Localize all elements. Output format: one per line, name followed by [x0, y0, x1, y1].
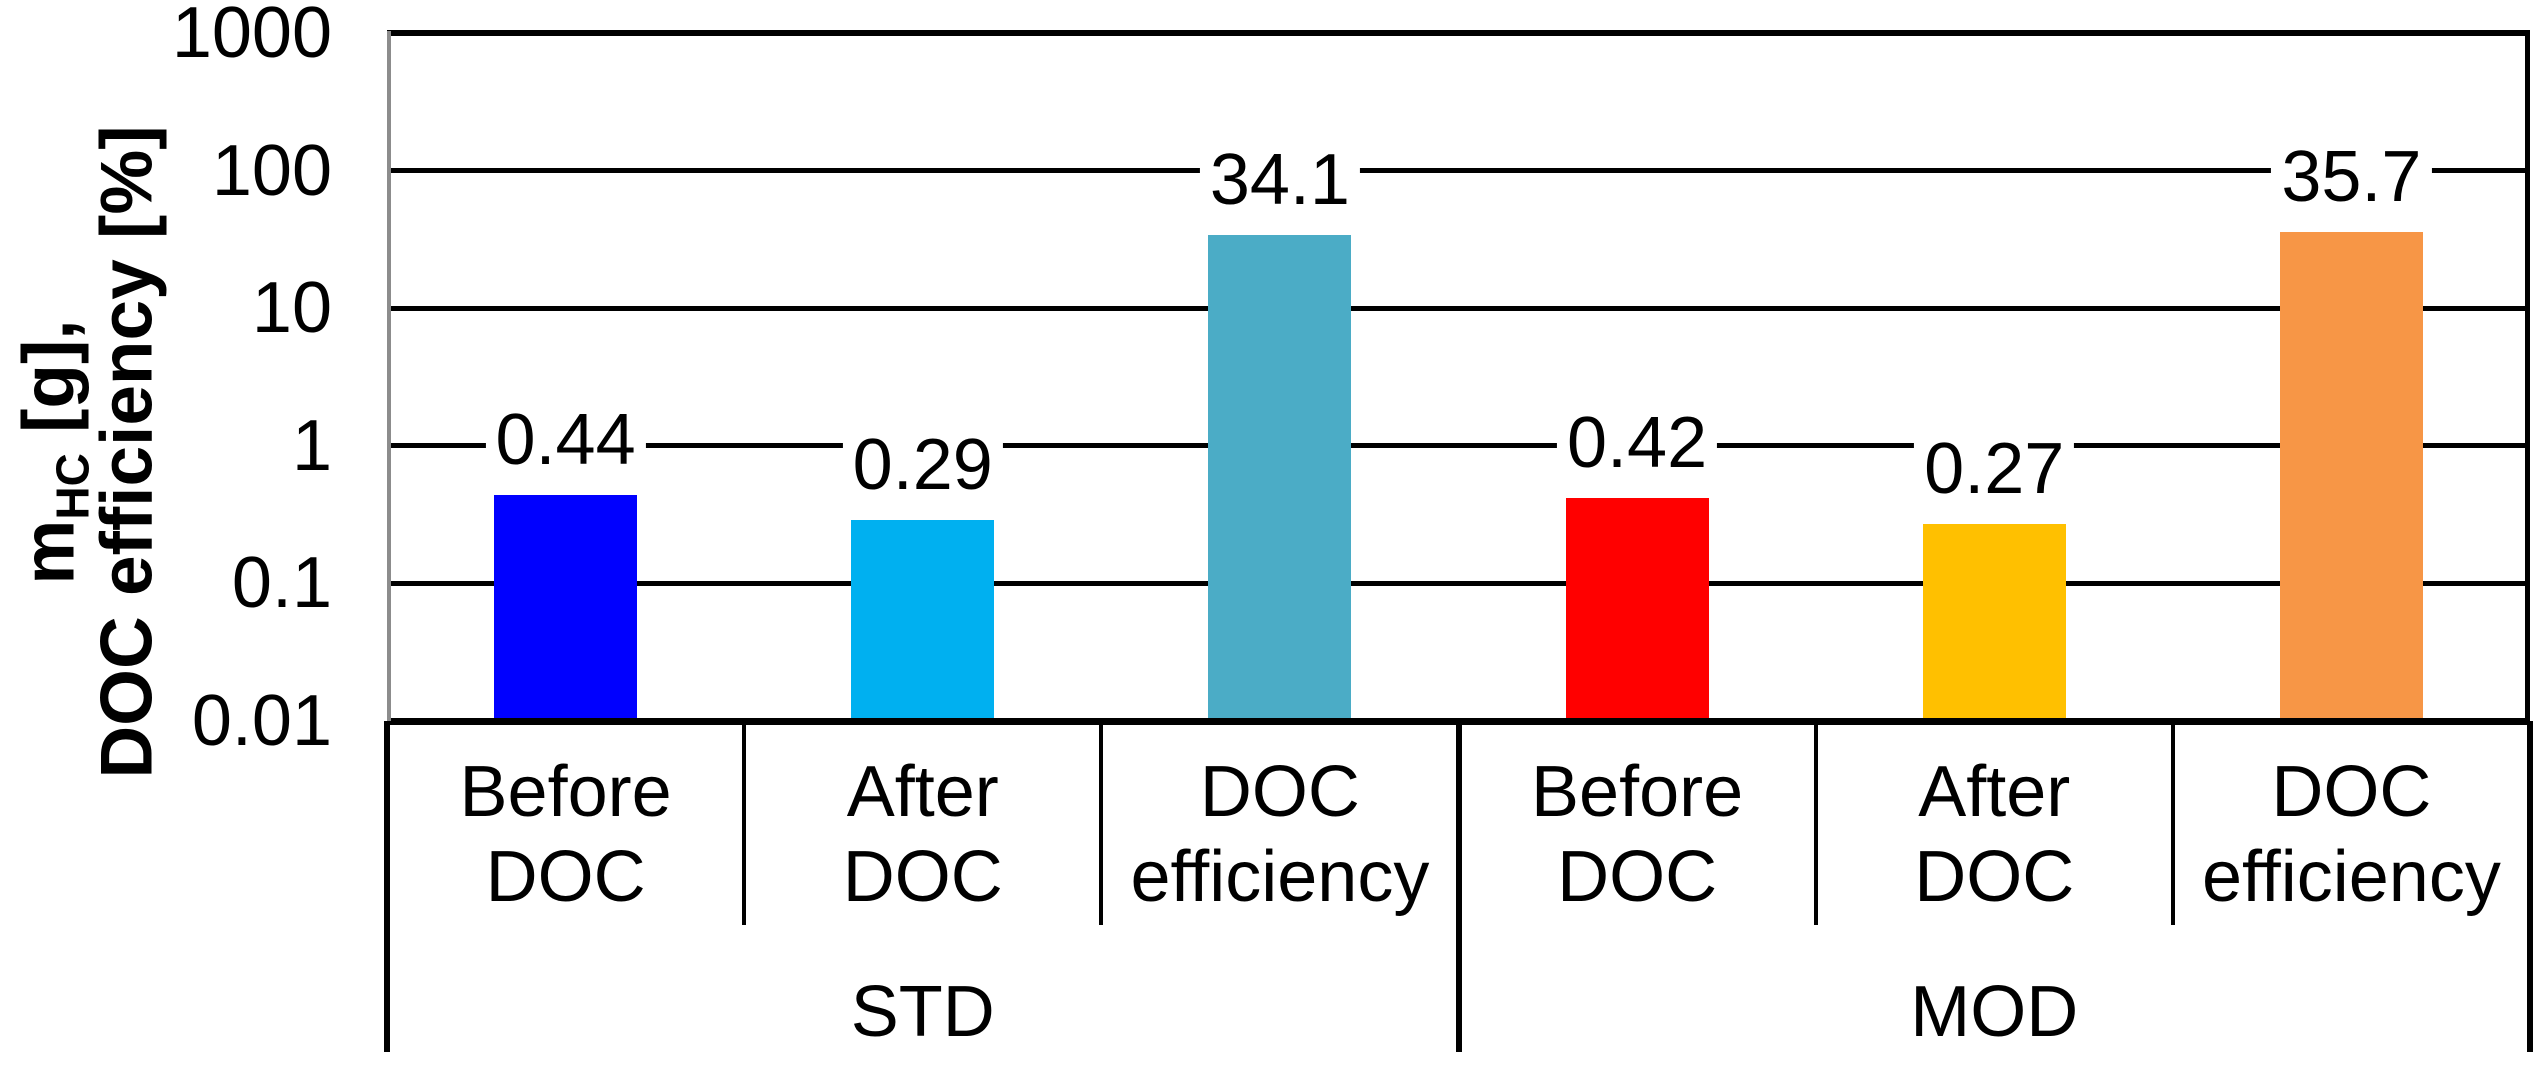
- category-label-line: DOC: [2271, 752, 2432, 832]
- category-label: DOC efficiency: [1101, 721, 1458, 925]
- category-label-line: DOC: [842, 837, 1003, 917]
- category-label-line: DOC: [1557, 837, 1718, 917]
- category-label: Before DOC: [387, 721, 744, 925]
- y-tick-label: 10: [251, 268, 332, 349]
- group-label-std: STD: [850, 972, 995, 1052]
- y-axis-line: [387, 31, 391, 721]
- category-separator: [1813, 721, 1818, 925]
- bar-value-label: 0.44: [485, 396, 646, 483]
- category-label-line: DOC: [1914, 837, 2075, 917]
- category-separator: [2170, 721, 2175, 925]
- bar-value-label: 34.1: [1199, 136, 1360, 223]
- category-label: After DOC: [744, 721, 1101, 925]
- bar-value-label: 0.27: [1914, 426, 2075, 513]
- category-label-line: Before: [459, 752, 672, 832]
- category-label: DOC efficiency: [2173, 721, 2530, 925]
- y-tick-label: 100: [211, 130, 332, 211]
- category-label-line: After: [846, 752, 999, 832]
- bar-value-label: 0.42: [1557, 399, 1718, 486]
- category-label-line: efficiency: [1130, 837, 1430, 917]
- category-label: After DOC: [1816, 721, 2173, 925]
- category-separator: [742, 721, 747, 925]
- gridline: [387, 580, 2530, 586]
- gridline: [387, 168, 2530, 174]
- category-label-line: DOC: [1199, 752, 1360, 832]
- bar-before-doc-mod: [1565, 497, 1709, 721]
- group-separator: [1455, 721, 1462, 1052]
- bar-value-label: 35.7: [2271, 134, 2432, 221]
- bar-doc-efficiency-mod: [2279, 232, 2423, 721]
- bar-doc-efficiency-std: [1208, 234, 1352, 721]
- gridline: [387, 30, 2530, 36]
- bar-value-label: 0.29: [842, 421, 1003, 508]
- gridline: [387, 305, 2530, 311]
- group-separator: [2527, 721, 2533, 1052]
- y-tick-label: 0.1: [231, 543, 332, 624]
- category-label-line: After: [1918, 752, 2071, 832]
- plot-right-border: [2525, 30, 2530, 721]
- category-label-line: Before: [1531, 752, 1744, 832]
- gridline: [387, 443, 2530, 449]
- y-tick-label: 0.01: [191, 681, 332, 761]
- category-label-line: DOC: [485, 837, 646, 917]
- y-tick-label: 1: [291, 405, 332, 486]
- category-label: Before DOC: [1459, 721, 1816, 925]
- group-separator: [384, 721, 390, 1052]
- group-label-mod: MOD: [1910, 972, 2079, 1052]
- category-separator: [1099, 721, 1104, 925]
- category-label-line: efficiency: [2201, 837, 2501, 917]
- bar-after-doc-mod: [1922, 524, 2066, 721]
- bar-before-doc-std: [494, 494, 638, 721]
- y-tick-label: 1000: [171, 0, 332, 73]
- bar-after-doc-std: [851, 519, 995, 721]
